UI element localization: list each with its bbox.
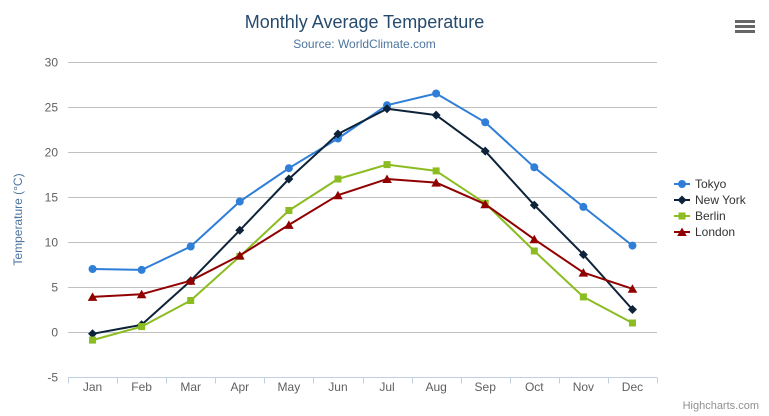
data-point-marker[interactable] [334,175,342,183]
data-point-marker[interactable] [187,297,195,304]
data-point-marker[interactable] [627,284,638,293]
data-point-marker[interactable] [579,202,588,211]
data-point-marker[interactable] [678,212,686,220]
data-point-marker[interactable] [284,220,294,229]
data-point-marker[interactable] [235,225,245,235]
chart-title: Monthly Average Temperature [244,12,485,32]
data-point-marker[interactable] [530,163,539,172]
data-point-marker[interactable] [432,167,440,175]
data-point-marker[interactable] [138,323,146,331]
data-point-marker[interactable] [333,129,343,139]
data-point-marker[interactable] [481,118,490,127]
data-point-marker[interactable] [677,195,687,205]
x-tick-label: May [278,380,301,394]
legend-item-new-york[interactable]: New York [674,192,746,208]
y-tick-label: 15 [45,191,59,205]
series-line [91,163,634,342]
data-point-marker[interactable] [136,289,147,299]
data-point-marker[interactable] [431,178,441,187]
data-point-marker[interactable] [285,207,293,214]
y-tick-label: 0 [51,326,58,340]
series-london[interactable] [87,174,638,301]
data-point-marker[interactable] [235,197,244,206]
x-tick-label: Jan [83,380,102,394]
y-tick-label: 5 [51,281,58,295]
x-tick-label: Aug [425,380,446,394]
data-point-marker[interactable] [87,292,98,301]
y-gridlines: -5 0 5 10 15 20 25 30 [45,56,657,385]
data-point-marker[interactable] [628,319,636,327]
x-tick-label: Sep [475,380,497,394]
series-tokyo[interactable] [88,89,637,274]
chart-subtitle: Source: WorldClimate.com [293,37,436,51]
hamburger-menu-icon[interactable] [733,18,757,35]
data-point-marker[interactable] [383,161,391,169]
x-tick-label: Jun [328,380,347,394]
y-tick-label: -5 [47,371,58,385]
data-point-marker[interactable] [382,104,392,114]
data-point-marker[interactable] [579,293,587,301]
data-point-marker[interactable] [530,247,538,255]
data-point-marker[interactable] [432,89,441,98]
data-point-marker[interactable] [578,268,589,277]
diamond-marker-icon [674,195,690,205]
hamburger-bar [735,20,755,23]
x-tick-label: Jul [379,380,394,394]
data-point-marker[interactable] [185,276,196,285]
hamburger-bar [735,25,755,28]
series-line [91,178,634,298]
data-point-marker[interactable] [186,242,195,251]
data-point-marker[interactable] [234,251,245,260]
series-new-york[interactable] [88,104,637,339]
data-point-marker[interactable] [284,164,293,173]
data-point-marker[interactable] [578,250,588,260]
data-point-marker[interactable] [480,146,490,156]
data-point-marker[interactable] [529,200,539,210]
data-point-marker[interactable] [382,174,392,184]
series-line [91,107,634,335]
x-tick-label: Feb [131,380,152,394]
legend-label: Berlin [695,209,726,223]
series-line [91,92,634,271]
y-axis-title: Temperature (°C) [11,173,25,265]
x-tick-label: Oct [525,380,544,394]
y-tick-label: 25 [45,101,59,115]
circle-marker-icon [674,180,690,188]
x-tick-label: Mar [180,380,201,394]
legend-label: Tokyo [695,177,727,191]
legend-label: New York [695,193,746,207]
x-tick-label: Nov [573,380,594,394]
x-tick-label: Dec [622,380,643,394]
legend-label: London [695,225,736,239]
data-point-marker[interactable] [678,180,686,188]
legend: Tokyo New York Berlin London [674,176,746,240]
data-point-marker[interactable] [88,329,98,339]
y-tick-label: 10 [45,236,59,250]
hamburger-bar [735,30,755,33]
legend-item-london[interactable]: London [674,224,746,240]
data-point-marker[interactable] [529,234,540,244]
data-point-marker[interactable] [89,336,97,344]
legend-item-berlin[interactable]: Berlin [674,208,746,224]
square-marker-icon [674,212,690,220]
data-point-marker[interactable] [627,305,637,314]
data-point-marker[interactable] [677,227,687,237]
x-axis: Jan Feb Mar Apr May Jun Jul Aug Sep Oct Nov Dec [68,377,658,394]
data-point-marker[interactable] [431,110,441,120]
data-point-marker[interactable] [88,265,97,273]
triangle-marker-icon [674,227,690,237]
data-point-marker[interactable] [137,265,146,274]
y-tick-label: 30 [45,56,59,70]
data-point-marker[interactable] [333,190,343,200]
credits-link[interactable]: Highcharts.com [682,400,759,412]
legend-item-tokyo[interactable]: Tokyo [674,176,746,192]
data-point-marker[interactable] [628,241,637,250]
y-tick-label: 20 [45,146,59,160]
data-point-marker[interactable] [480,199,491,209]
data-point-marker[interactable] [284,174,294,184]
x-tick-label: Apr [230,380,249,394]
